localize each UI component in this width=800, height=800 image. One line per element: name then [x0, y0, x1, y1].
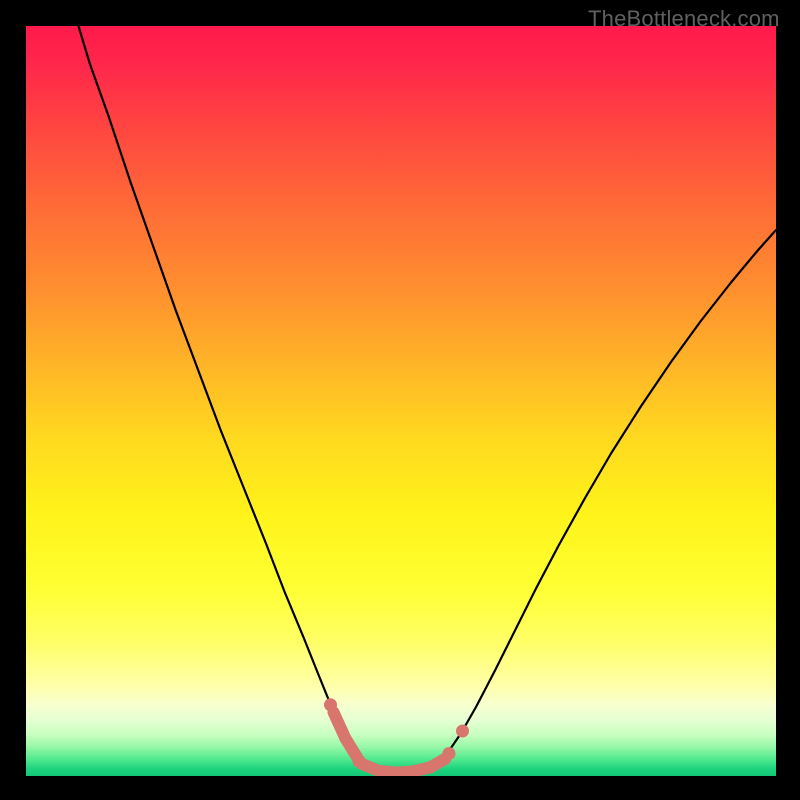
watermark-text: TheBottleneck.com [588, 6, 780, 32]
plot-area [26, 26, 776, 776]
chart-svg [26, 26, 776, 776]
chart-container: { "watermark": { "text": "TheBottleneck.… [0, 0, 800, 800]
